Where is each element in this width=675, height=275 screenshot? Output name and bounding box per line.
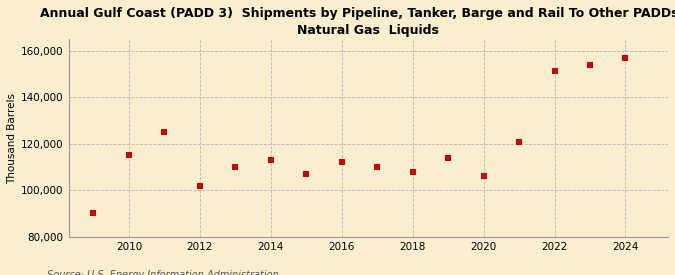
Point — [124, 153, 134, 158]
Point — [514, 139, 524, 144]
Point — [478, 174, 489, 178]
Point — [88, 211, 99, 216]
Point — [265, 158, 276, 162]
Point — [194, 183, 205, 188]
Point — [230, 165, 241, 169]
Text: Source: U.S. Energy Information Administration: Source: U.S. Energy Information Administ… — [47, 271, 279, 275]
Point — [372, 165, 383, 169]
Point — [549, 69, 560, 73]
Point — [336, 160, 347, 165]
Y-axis label: Thousand Barrels: Thousand Barrels — [7, 93, 17, 184]
Point — [443, 156, 454, 160]
Point — [301, 172, 312, 176]
Point — [620, 56, 631, 60]
Point — [159, 130, 170, 134]
Title: Annual Gulf Coast (PADD 3)  Shipments by Pipeline, Tanker, Barge and Rail To Oth: Annual Gulf Coast (PADD 3) Shipments by … — [40, 7, 675, 37]
Point — [407, 169, 418, 174]
Point — [585, 63, 595, 67]
